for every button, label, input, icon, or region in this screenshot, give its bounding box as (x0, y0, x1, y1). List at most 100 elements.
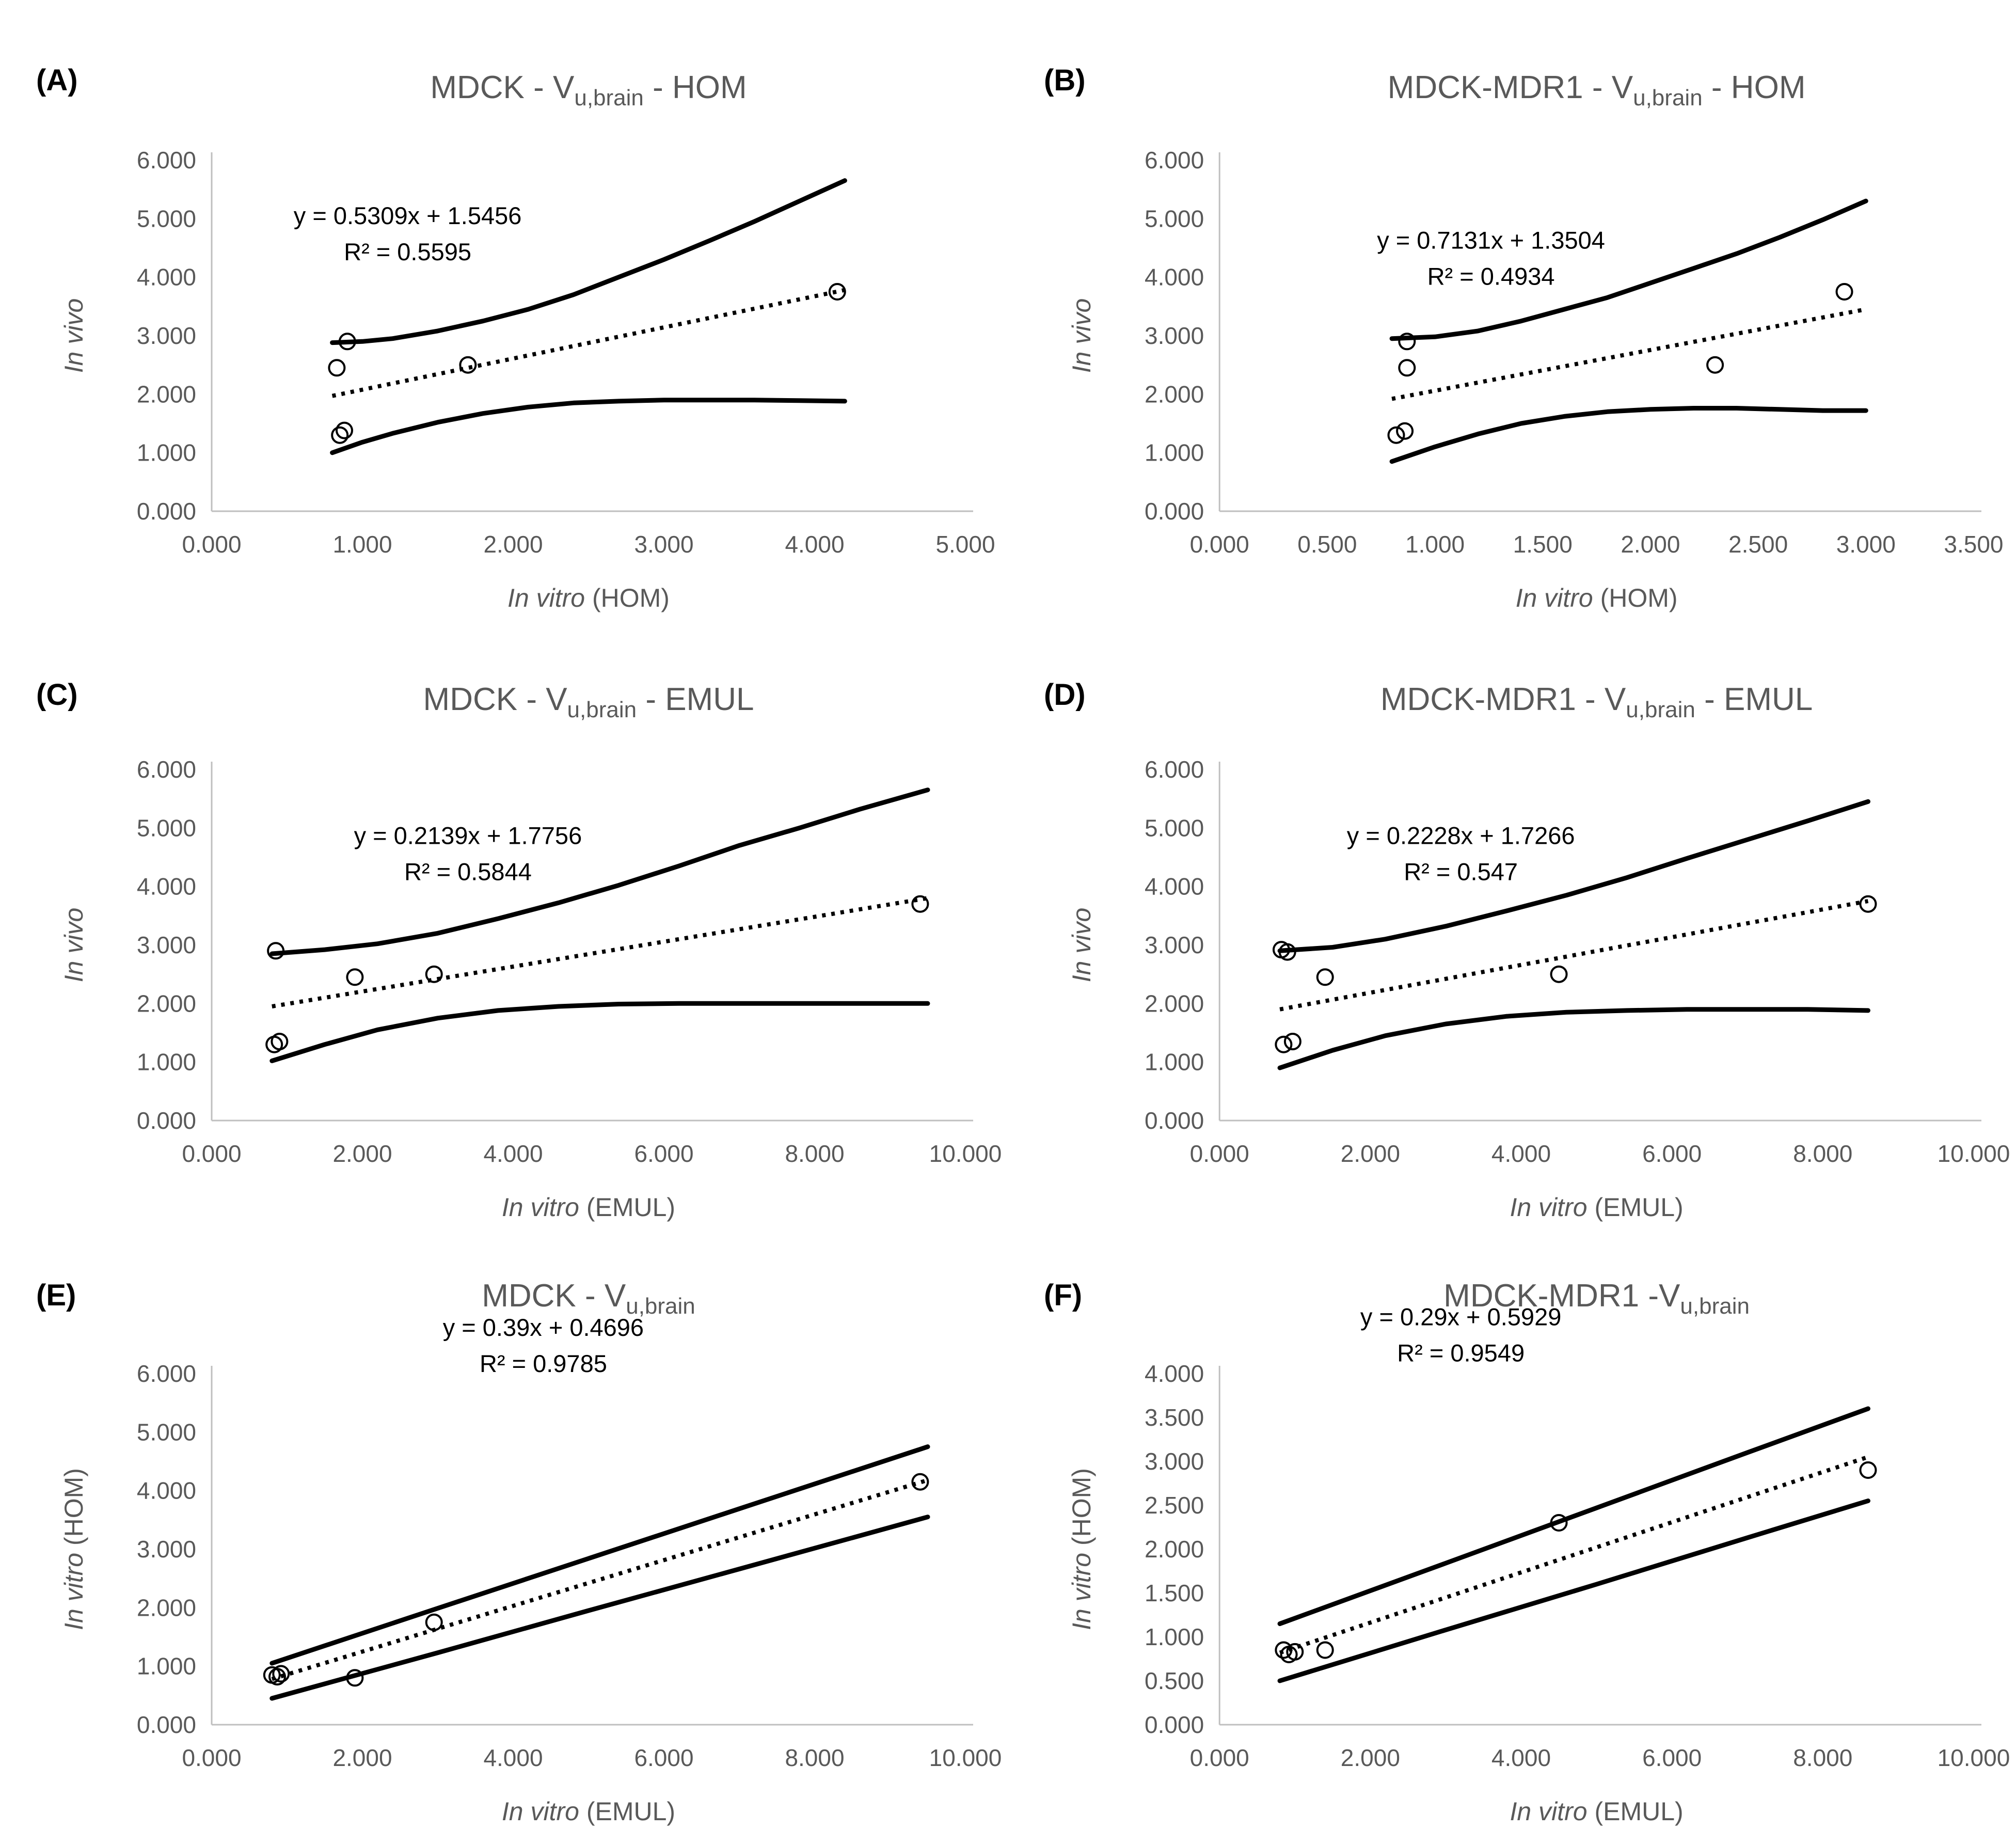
y-tick-label: 1.000 (1145, 1049, 1204, 1076)
data-point (1316, 1641, 1334, 1659)
data-point (1275, 1035, 1293, 1053)
x-tick-label: 6.000 (634, 1140, 693, 1167)
x-tick-label: 0.000 (182, 531, 241, 558)
upper-confidence-band (330, 178, 847, 345)
data-point (911, 1473, 929, 1491)
regression-line (1279, 899, 1869, 1012)
x-tick-label: 0.000 (182, 1744, 241, 1771)
x-tick-label: 1.000 (1405, 531, 1465, 558)
data-point (1398, 359, 1416, 377)
y-tick-label: 6.000 (137, 147, 196, 174)
upper-confidence-band (1389, 198, 1868, 341)
x-axis-title: In vitro (EMUL) (502, 1797, 675, 1826)
x-tick-label: 2.500 (1728, 531, 1788, 558)
y-tick-label: 6.000 (137, 1360, 196, 1387)
x-tick-label: 6.000 (634, 1744, 693, 1771)
data-point (346, 1669, 364, 1687)
y-tick-label: 5.000 (137, 205, 196, 232)
data-point (267, 942, 285, 960)
lower-confidence-band (1389, 406, 1868, 464)
x-tick-label: 3.500 (1944, 531, 2003, 558)
panel-letter: (D) (1044, 678, 1086, 712)
x-tick-label: 10.000 (929, 1744, 1002, 1771)
panel-f: (F) MDCK-MDR1 -Vu,brain 0.000 0.500 1.000 1.5… (1008, 1250, 2016, 1829)
panel-letter: (B) (1044, 64, 1086, 97)
x-tick-label: 6.000 (1642, 1744, 1702, 1771)
regression-equation: y = 0.2228x + 1.7266 (1347, 822, 1575, 849)
x-tick-label: 4.000 (483, 1744, 543, 1771)
y-axis-title: In vitro (HOM) (59, 1468, 88, 1630)
y-tick-label: 4.000 (137, 873, 196, 900)
y-tick-label: 0.000 (1145, 1711, 1204, 1738)
x-axis-title: In vitro (EMUL) (1510, 1193, 1683, 1222)
y-axis-title: In vivo (59, 298, 88, 373)
chart-title: MDCK-MDR1 - Vu,brain - EMUL (1380, 682, 1813, 722)
data-point (1706, 356, 1724, 374)
x-tick-label: 2.000 (332, 1744, 392, 1771)
regression-line (1391, 307, 1866, 401)
y-tick-label: 5.000 (137, 814, 196, 841)
x-tick-label: 5.000 (935, 531, 995, 558)
regression-equation: y = 0.7131x + 1.3504 (1377, 227, 1605, 254)
y-tick-label: 3.000 (1145, 932, 1204, 958)
x-tick-label: 8.000 (785, 1744, 844, 1771)
x-tick-label: 0.000 (182, 1140, 241, 1167)
data-point (425, 965, 443, 983)
x-tick-label: 1.000 (332, 531, 392, 558)
upper-confidence-band (269, 787, 930, 956)
panel-c-canvas: (C) MDCK - Vu,brain - EMUL 0.000 1.000 2.000… (36, 678, 1002, 1222)
r-squared-value: R² = 0.547 (1404, 858, 1518, 885)
y-axis-title: In vivo (1067, 908, 1096, 982)
y-tick-label: 1.500 (1145, 1580, 1204, 1606)
chart-title: MDCK-MDR1 - Vu,brain - HOM (1388, 70, 1806, 111)
y-tick-label: 2.000 (137, 1594, 196, 1621)
x-tick-label: 4.000 (1491, 1744, 1551, 1771)
x-tick-label: 0.500 (1297, 531, 1357, 558)
x-tick-label: 10.000 (929, 1140, 1002, 1167)
x-tick-label: 8.000 (1793, 1744, 1852, 1771)
x-tick-label: 2.000 (1621, 531, 1680, 558)
panel-letter: (F) (1044, 1279, 1082, 1312)
data-point (1398, 333, 1416, 351)
data-point (336, 421, 353, 439)
r-squared-value: R² = 0.4934 (1427, 263, 1555, 290)
r-squared-value: R² = 0.5595 (344, 238, 471, 265)
panel-b: (B) MDCK-MDR1 - Vu,brain - HOM 0.000 1.000 2… (1008, 0, 2016, 640)
chart-title: MDCK - Vu,brain - HOM (430, 70, 747, 111)
x-tick-label: 4.000 (785, 531, 844, 558)
y-tick-label: 4.000 (1145, 264, 1204, 291)
y-tick-label: 4.000 (1145, 1360, 1204, 1387)
y-tick-label: 2.000 (1145, 381, 1204, 407)
regression-equation: y = 0.2139x + 1.7756 (354, 822, 582, 849)
y-tick-label: 3.000 (137, 322, 196, 349)
y-tick-label: 2.500 (1145, 1492, 1204, 1519)
data-point (1316, 968, 1334, 986)
data-point (1283, 1033, 1301, 1050)
data-point (1286, 1643, 1304, 1661)
regression-equation: y = 0.5309x + 1.5456 (294, 202, 522, 229)
data-point (1387, 426, 1405, 444)
y-tick-label: 4.000 (1145, 873, 1204, 900)
panel-d: (D) MDCK-MDR1 - Vu,brain - EMUL 0.000 1.000… (1008, 640, 2016, 1250)
data-point (1835, 283, 1853, 301)
panel-f-canvas: (F) MDCK-MDR1 -Vu,brain 0.000 0.500 1.000 1.5… (1044, 1278, 2010, 1826)
y-tick-label: 0.000 (1145, 498, 1204, 525)
regression-line (1279, 1455, 1869, 1655)
x-axis-title: In vitro (EMUL) (1510, 1797, 1683, 1826)
y-tick-label: 6.000 (1145, 756, 1204, 783)
x-tick-label: 8.000 (1793, 1140, 1852, 1167)
chart-title: MDCK - Vu,brain - EMUL (423, 682, 754, 722)
data-point (1396, 422, 1414, 440)
y-tick-label: 1.000 (1145, 1623, 1204, 1650)
r-squared-value: R² = 0.5844 (404, 858, 532, 885)
x-tick-label: 3.000 (1836, 531, 1896, 558)
regression-line (272, 896, 928, 1008)
data-point (911, 895, 929, 913)
x-tick-label: 6.000 (1642, 1140, 1702, 1167)
y-tick-label: 3.000 (137, 932, 196, 958)
chart-title: MDCK - Vu,brain (482, 1278, 695, 1319)
y-tick-label: 2.000 (137, 990, 196, 1017)
x-tick-label: 2.000 (483, 531, 543, 558)
x-tick-label: 0.000 (1190, 531, 1249, 558)
